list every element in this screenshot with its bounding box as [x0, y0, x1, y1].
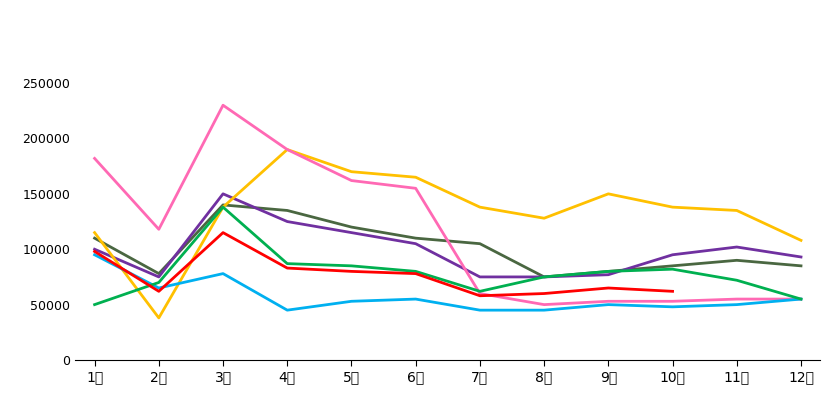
2021 [410, 186, 421, 191]
Line: 2021: 2021 [94, 105, 800, 305]
2020 [410, 175, 421, 180]
2020 [538, 216, 548, 221]
2022 [731, 302, 741, 307]
2021 [474, 291, 484, 296]
2018 [89, 236, 99, 240]
2018 [667, 264, 677, 268]
2019 [282, 219, 292, 224]
2018 [410, 236, 421, 240]
2024 [282, 266, 292, 270]
2022 [667, 304, 677, 309]
2024 [346, 269, 356, 274]
2022 [603, 302, 613, 307]
2021 [603, 299, 613, 304]
2024 [217, 230, 227, 235]
2021 [346, 178, 356, 183]
2018 [346, 225, 356, 230]
2018 [538, 274, 548, 279]
2023 [346, 264, 356, 268]
2018 [731, 258, 741, 263]
2023 [410, 269, 421, 274]
2019 [538, 274, 548, 279]
2024 [154, 289, 164, 294]
2022 [410, 297, 421, 302]
2019 [89, 247, 99, 252]
Line: 2023: 2023 [94, 207, 800, 305]
2023 [217, 205, 227, 210]
2018 [795, 264, 805, 268]
2021 [538, 302, 548, 307]
2023 [603, 269, 613, 274]
2020 [731, 208, 741, 213]
2020 [667, 205, 677, 210]
2024 [538, 291, 548, 296]
2022 [474, 308, 484, 312]
2018 [603, 269, 613, 274]
2023 [538, 274, 548, 279]
2018 [217, 202, 227, 207]
2022 [282, 308, 292, 312]
2021 [731, 297, 741, 302]
Line: 2018: 2018 [94, 205, 800, 277]
2023 [154, 280, 164, 285]
2019 [154, 274, 164, 279]
2020 [474, 205, 484, 210]
2020 [603, 192, 613, 196]
Line: 2024: 2024 [94, 233, 672, 296]
2022 [89, 252, 99, 257]
2020 [282, 147, 292, 152]
2021 [667, 299, 677, 304]
2023 [667, 267, 677, 272]
2024 [667, 289, 677, 294]
2023 [474, 289, 484, 294]
Line: 2022: 2022 [94, 255, 800, 310]
2023 [89, 302, 99, 307]
2018 [154, 271, 164, 276]
2020 [795, 238, 805, 243]
2022 [538, 308, 548, 312]
2021 [89, 156, 99, 161]
Line: 2019: 2019 [94, 194, 800, 277]
2022 [795, 297, 805, 302]
2020 [154, 316, 164, 320]
2021 [154, 227, 164, 232]
2024 [89, 249, 99, 254]
2019 [795, 254, 805, 259]
2019 [346, 230, 356, 235]
2021 [282, 147, 292, 152]
2024 [474, 293, 484, 298]
2018 [282, 208, 292, 213]
2022 [217, 271, 227, 276]
2019 [410, 241, 421, 246]
2021 [795, 297, 805, 302]
2024 [603, 286, 613, 290]
2018 [474, 241, 484, 246]
2023 [795, 297, 805, 302]
2019 [667, 252, 677, 257]
2019 [603, 272, 613, 277]
2023 [282, 261, 292, 266]
2019 [217, 192, 227, 196]
2019 [474, 274, 484, 279]
2020 [346, 169, 356, 174]
2022 [346, 299, 356, 304]
2021 [217, 103, 227, 108]
2022 [154, 286, 164, 290]
2020 [89, 230, 99, 235]
Line: 2020: 2020 [94, 150, 800, 318]
2023 [731, 278, 741, 283]
2024 [410, 271, 421, 276]
2020 [217, 205, 227, 210]
2019 [731, 245, 741, 250]
